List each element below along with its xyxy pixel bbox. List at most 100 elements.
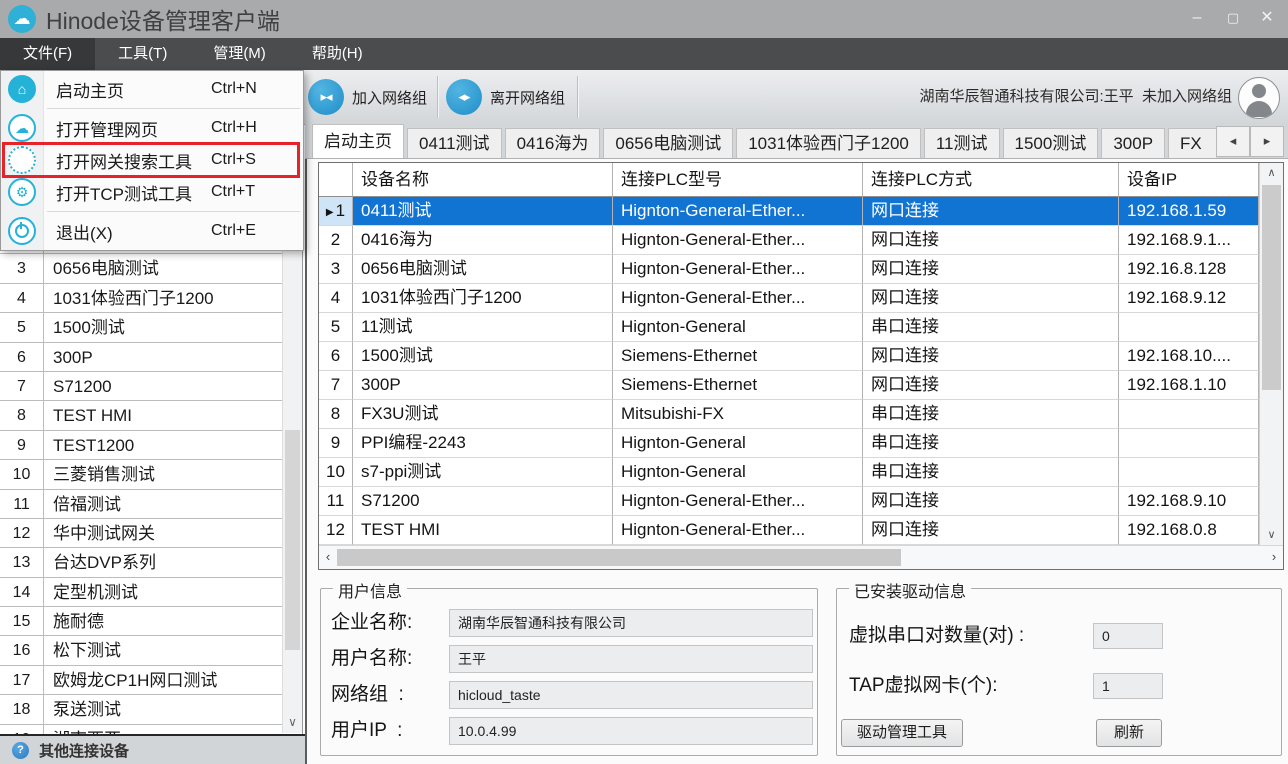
field-value-input[interactable]: hicloud_taste: [449, 681, 813, 709]
tcp-tool-icon: ⚙: [8, 178, 36, 206]
tab-启动主页[interactable]: 启动主页: [312, 124, 404, 158]
file-menu-item[interactable]: 打开网关搜索工具 Ctrl+S: [1, 142, 303, 178]
tab-scroll-right-button[interactable]: ▸: [1250, 126, 1284, 157]
user-info-group: 用户信息 企业名称: 湖南华辰智通科技有限公司 用户名称: 王平 网络组 : hiclou…: [320, 578, 818, 756]
sidebar-device-row[interactable]: 8 TEST HMI: [0, 401, 282, 431]
maximize-button[interactable]: ▢: [1226, 10, 1240, 25]
plc-mode-cell: 网口连接: [863, 516, 1119, 545]
plc-mode-cell: 网口连接: [863, 255, 1119, 284]
tab-0416海为[interactable]: 0416海为: [504, 128, 601, 158]
sidebar-device-row[interactable]: 9 TEST1200: [0, 430, 282, 461]
sidebar-device-row[interactable]: 16 松下测试: [0, 636, 282, 666]
sidebar-device-row[interactable]: 18 泵送测试: [0, 695, 282, 725]
field-value-input[interactable]: 0: [1093, 623, 1163, 649]
scroll-down-icon[interactable]: ∨: [288, 715, 297, 729]
table-row[interactable]: 4 1031体验西门子1200 Hignton-General-Ether... 网口…: [319, 284, 1283, 313]
sidebar-device-row[interactable]: 5 1500测试: [0, 313, 282, 343]
sidebar-device-row[interactable]: 11 倍福测试: [0, 489, 282, 519]
sidebar-device-row[interactable]: 4 1031体验西门子1200: [0, 283, 282, 314]
file-menu-item[interactable]: ⌂ 启动主页 Ctrl+N: [1, 73, 303, 105]
row-number: 17: [0, 665, 44, 695]
tab-11测试[interactable]: 11测试: [923, 128, 1000, 158]
tab-0411测试[interactable]: 0411测试: [407, 128, 502, 158]
tab-FX[interactable]: FX: [1168, 128, 1216, 158]
file-menu-item[interactable]: ☁ 打开管理网页 Ctrl+H: [1, 112, 303, 144]
menubar-item-manage[interactable]: 管理(M): [213, 45, 266, 62]
device-ip-cell: [1119, 313, 1259, 342]
tab-scroll-left-button[interactable]: ◂: [1216, 126, 1250, 157]
table-row[interactable]: ▶ 1 0411测试 Hignton-General-Ether... 网口连接 192.…: [319, 197, 1283, 226]
row-number-cell: 8: [319, 400, 353, 429]
file-menu-item[interactable]: ⚙ 打开TCP测试工具 Ctrl+T: [1, 176, 303, 208]
table-row[interactable]: 8 FX3U测试 Mitsubishi-FX 串口连接: [319, 400, 1283, 429]
table-row[interactable]: 12 TEST HMI Hignton-General-Ether... 网口连接 19…: [319, 516, 1283, 545]
device-name: 三菱销售测试: [53, 465, 155, 485]
table-row[interactable]: 7 300P Siemens-Ethernet 网口连接 192.168.1.10: [319, 371, 1283, 400]
sidebar-device-row[interactable]: 10 三菱销售测试: [0, 460, 282, 490]
vertical-scroll-thumb[interactable]: [1262, 185, 1281, 390]
tab-strip: 启动主页 0411测试 0416海为 0656电脑测试 1031体验西门子1200 11测…: [305, 124, 1288, 159]
tab-300P[interactable]: 300P: [1101, 128, 1166, 158]
menubar-item-tools[interactable]: 工具(T): [118, 45, 168, 62]
field-value-input[interactable]: 10.0.4.99: [449, 717, 813, 745]
scroll-left-icon[interactable]: ‹: [325, 549, 331, 564]
gateway-search-icon: [8, 146, 36, 174]
field-label: TAP虚拟网卡(个):: [849, 675, 998, 696]
close-button[interactable]: ✕: [1260, 9, 1274, 26]
refresh-button[interactable]: 刷新: [1096, 719, 1162, 747]
menubar-item-file[interactable]: 文件(F): [0, 38, 96, 70]
selected-row-marker-icon: ▶: [325, 207, 334, 218]
sidebar-device-row[interactable]: 14 定型机测试: [0, 577, 282, 608]
table-row[interactable]: 3 0656电脑测试 Hignton-General-Ether... 网口连接 192…: [319, 255, 1283, 284]
sidebar-scroll-thumb[interactable]: [285, 430, 300, 650]
plc-model-cell: Hignton-General-Ether...: [613, 284, 863, 313]
field-value-input[interactable]: 王平: [449, 645, 813, 673]
horizontal-scroll-thumb[interactable]: [337, 549, 901, 566]
menubar-item-help[interactable]: 帮助(H): [311, 45, 363, 62]
minimize-button[interactable]: –: [1192, 9, 1202, 26]
device-ip-cell: [1119, 458, 1259, 487]
plc-mode-cell: 网口连接: [863, 487, 1119, 516]
device-name: 泵送测试: [53, 700, 121, 720]
table-vertical-scrollbar[interactable]: ∧ ∨: [1259, 163, 1283, 545]
field-value-input[interactable]: 湖南华辰智通科技有限公司: [449, 609, 813, 637]
tab-0656电脑测试[interactable]: 0656电脑测试: [603, 128, 734, 158]
table-row[interactable]: 9 PPI编程-2243 Hignton-General 串口连接: [319, 429, 1283, 458]
tab-1031体验西门子1200[interactable]: 1031体验西门子1200: [736, 128, 921, 158]
sidebar-device-row[interactable]: 17 欧姆龙CP1H网口测试: [0, 665, 282, 696]
sidebar-device-row[interactable]: 7 S71200: [0, 371, 282, 402]
row-number: 7: [0, 371, 44, 401]
sidebar-device-row[interactable]: 3 0656电脑测试: [0, 254, 282, 284]
sidebar-device-row[interactable]: 6 300P: [0, 342, 282, 372]
sidebar-device-row[interactable]: 15 施耐德: [0, 607, 282, 637]
plc-model-cell: Hignton-General-Ether...: [613, 197, 863, 226]
sidebar-device-row[interactable]: 12 华中测试网关: [0, 518, 282, 549]
join-network-group-button[interactable]: ▸◂ 加入网络组: [308, 74, 427, 120]
plc-mode-cell: 串口连接: [863, 429, 1119, 458]
table-row[interactable]: 5 11测试 Hignton-General 串口连接: [319, 313, 1283, 342]
scroll-down-icon[interactable]: ∨: [1267, 529, 1276, 541]
row-number-cell: ▶ 1: [319, 197, 353, 226]
table-row[interactable]: 6 1500测试 Siemens-Ethernet 网口连接 192.168.10...…: [319, 342, 1283, 371]
tab-1500测试[interactable]: 1500测试: [1002, 128, 1099, 158]
table-horizontal-scrollbar[interactable]: ‹ ›: [319, 545, 1283, 569]
driver-manager-button[interactable]: 驱动管理工具: [841, 719, 963, 747]
table-row[interactable]: 2 0416海为 Hignton-General-Ether... 网口连接 192.1…: [319, 226, 1283, 255]
plc-model-cell: Hignton-General: [613, 313, 863, 342]
scroll-right-icon[interactable]: ›: [1271, 549, 1277, 564]
file-menu-item[interactable]: 退出(X) Ctrl+E: [1, 215, 303, 247]
leave-network-group-button[interactable]: ◂▸ 离开网络组: [446, 74, 565, 120]
field-value-input[interactable]: 1: [1093, 673, 1163, 699]
menu-separator: [47, 108, 300, 109]
sidebar-device-row[interactable]: 13 台达DVP系列: [0, 548, 282, 578]
other-devices-label: 其他连接设备: [39, 742, 130, 760]
table-row[interactable]: 10 s7-ppi测试 Hignton-General 串口连接: [319, 458, 1283, 487]
column-header: 设备IP: [1119, 163, 1259, 197]
table-row[interactable]: 11 S71200 Hignton-General-Ether... 网口连接 192.…: [319, 487, 1283, 516]
plc-mode-cell: 网口连接: [863, 342, 1119, 371]
other-devices-bar[interactable]: 其他连接设备: [0, 734, 305, 764]
file-menu-item-label: 打开管理网页: [56, 120, 158, 140]
scroll-up-icon[interactable]: ∧: [1267, 167, 1276, 179]
user-avatar[interactable]: [1238, 77, 1280, 119]
